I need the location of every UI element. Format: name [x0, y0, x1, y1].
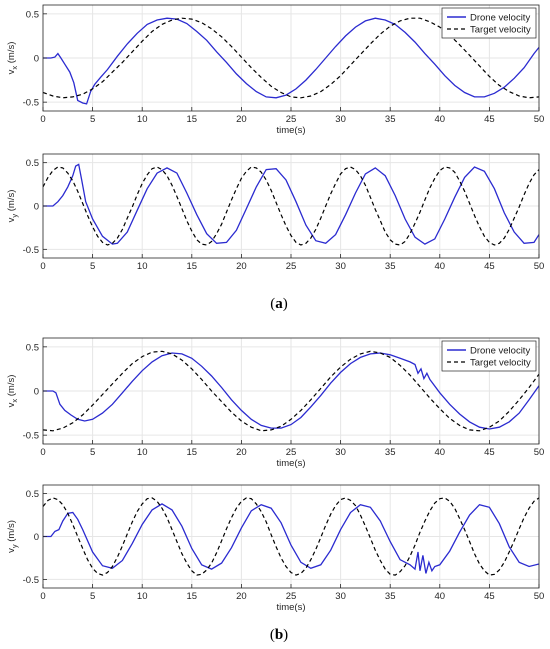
legend-box [441, 7, 537, 39]
y-tick-label: 0.5 [26, 158, 39, 169]
y-tick-label: 0.5 [26, 9, 39, 20]
x-tick-label: 35 [385, 447, 396, 458]
x-tick-label: 0 [40, 261, 45, 272]
x-tick-label: 40 [435, 447, 446, 458]
x-tick-label: 20 [236, 447, 247, 458]
x-tick-label: 20 [236, 591, 247, 602]
y-tick-label: -0.5 [23, 98, 39, 109]
x-tick-label: 0 [40, 114, 45, 125]
x-tick-label: 25 [286, 261, 297, 272]
series-drone-velocity [43, 17, 539, 105]
x-tick-label: 35 [385, 114, 396, 125]
x-tick-label: 25 [286, 114, 297, 125]
x-axis-label: time(s) [276, 125, 305, 136]
chart-a-vy: 0 5 10 15 20 25 30 35 40 45 50-0.500.5vy (m/s) [6, 153, 545, 272]
series-drone-velocity [43, 163, 539, 245]
x-tick-label: 40 [435, 261, 446, 272]
x-tick-label: 15 [187, 447, 198, 458]
y-tick-label: 0 [34, 54, 39, 65]
y-tick-label: -0.5 [23, 245, 39, 256]
x-tick-label: 40 [435, 591, 446, 602]
legend-entry: Drone velocity [470, 346, 530, 357]
x-tick-label: 15 [187, 261, 198, 272]
x-tick-label: 10 [137, 114, 148, 125]
y-axis-label: vx (m/s) [6, 42, 19, 75]
legend-entry: Target velocity [470, 358, 531, 369]
x-tick-label: 50 [534, 447, 545, 458]
x-axis-label: time(s) [276, 602, 305, 613]
series-target-velocity [43, 350, 539, 432]
x-tick-label: 35 [385, 591, 396, 602]
x-tick-label: 10 [137, 447, 148, 458]
series-drone-velocity [43, 503, 539, 574]
y-tick-label: 0 [34, 202, 39, 213]
x-tick-label: 45 [484, 591, 495, 602]
x-tick-label: 5 [90, 114, 95, 125]
x-tick-label: 45 [484, 447, 495, 458]
x-tick-label: 35 [385, 261, 396, 272]
x-tick-label: 0 [40, 447, 45, 458]
caption-b: (b) [270, 627, 288, 643]
x-tick-label: 0 [40, 591, 45, 602]
y-tick-label: -0.5 [23, 431, 39, 442]
x-tick-label: 30 [335, 591, 346, 602]
x-tick-label: 45 [484, 261, 495, 272]
y-tick-label: 0 [34, 387, 39, 398]
series-target-velocity [43, 17, 539, 99]
x-tick-label: 5 [90, 261, 95, 272]
x-tick-label: 15 [187, 114, 198, 125]
y-axis-label: vy (m/s) [6, 190, 19, 223]
y-axis-label: vx (m/s) [6, 375, 19, 408]
x-tick-label: 10 [137, 591, 148, 602]
caption-a: (a) [270, 296, 288, 312]
series-target-velocity [43, 166, 539, 246]
legend-box [441, 340, 537, 372]
x-tick-label: 25 [286, 447, 297, 458]
y-tick-label: 0.5 [26, 489, 39, 500]
x-tick-label: 50 [534, 114, 545, 125]
y-axis-label: vy (m/s) [6, 520, 19, 553]
x-tick-label: 30 [335, 447, 346, 458]
x-tick-label: 50 [534, 591, 545, 602]
x-tick-label: 5 [90, 591, 95, 602]
series-target-velocity [43, 497, 539, 576]
x-tick-label: 30 [335, 114, 346, 125]
y-tick-label: -0.5 [23, 575, 39, 586]
x-tick-label: 5 [90, 447, 95, 458]
x-tick-label: 40 [435, 114, 446, 125]
x-axis-label: time(s) [276, 458, 305, 469]
series-drone-velocity [43, 352, 539, 430]
x-tick-label: 50 [534, 261, 545, 272]
x-tick-label: 20 [236, 114, 247, 125]
x-tick-label: 20 [236, 261, 247, 272]
y-tick-label: 0.5 [26, 342, 39, 353]
legend-entry: Target velocity [470, 25, 531, 36]
x-tick-label: 30 [335, 261, 346, 272]
x-tick-label: 25 [286, 591, 297, 602]
x-tick-label: 10 [137, 261, 148, 272]
y-tick-label: 0 [34, 532, 39, 543]
x-tick-label: 45 [484, 114, 495, 125]
x-tick-label: 15 [187, 591, 198, 602]
legend-entry: Drone velocity [470, 13, 530, 24]
